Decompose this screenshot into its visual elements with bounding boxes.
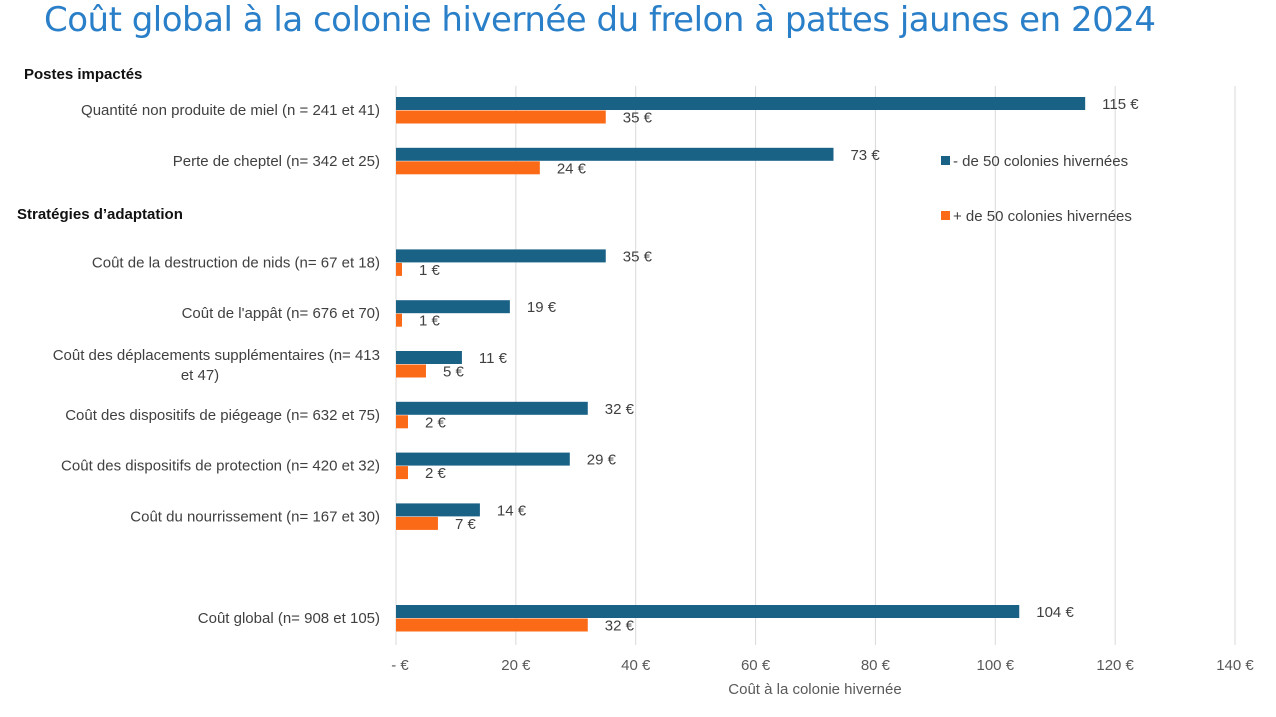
data-label: 14 € xyxy=(497,502,527,519)
category-label: Coût global (n= 908 et 105) xyxy=(198,610,380,627)
bar-under-50 xyxy=(396,97,1086,110)
legend-swatch xyxy=(941,156,950,165)
data-label: 35 € xyxy=(623,110,653,127)
category-label: Coût des dispositifs de protection (n= 4… xyxy=(61,458,380,475)
data-label: 2 € xyxy=(425,465,447,482)
bar-under-50 xyxy=(396,249,606,263)
category-label: Coût du nourrissement (n= 167 et 30) xyxy=(130,508,380,525)
data-label: 104 € xyxy=(1036,604,1074,621)
data-label: 73 € xyxy=(850,147,880,164)
category-label: Coût de l'appât (n= 676 et 70) xyxy=(182,305,380,322)
x-tick-label: 120 € xyxy=(1096,657,1134,674)
category-label: Perte de cheptel (n= 342 et 25) xyxy=(173,153,380,170)
section-heading: Stratégies d’adaptation xyxy=(17,206,183,223)
data-label: 35 € xyxy=(623,248,653,265)
bar-under-50 xyxy=(396,605,1020,618)
bar-over-50 xyxy=(396,466,408,480)
bar-over-50 xyxy=(396,262,402,276)
data-label: 7 € xyxy=(455,516,477,533)
data-label: 1 € xyxy=(419,262,441,279)
bar-over-50 xyxy=(396,364,426,378)
x-axis-label: Coût à la colonie hivernée xyxy=(728,681,901,698)
bar-under-50 xyxy=(396,401,588,415)
legend-label: + de 50 colonies hivernées xyxy=(953,208,1132,225)
bar-under-50 xyxy=(396,503,480,517)
bar-over-50 xyxy=(396,415,408,429)
data-label: 32 € xyxy=(605,401,635,418)
data-label: 32 € xyxy=(605,618,635,635)
bar-over-50 xyxy=(396,110,606,124)
data-label: 5 € xyxy=(443,364,465,381)
x-tick-label: 140 € xyxy=(1216,657,1254,674)
bar-over-50 xyxy=(396,516,438,530)
x-tick-label: 40 € xyxy=(621,657,651,674)
bar-under-50 xyxy=(396,147,834,161)
category-label: Quantité non produite de miel (n = 241 e… xyxy=(81,102,380,119)
legend-label: - de 50 colonies hivernées xyxy=(953,153,1128,170)
legend-swatch xyxy=(941,211,950,220)
bar-over-50 xyxy=(396,313,402,327)
x-tick-label: - € xyxy=(391,657,409,674)
bar-under-50 xyxy=(396,351,462,364)
data-label: 24 € xyxy=(557,160,587,177)
x-tick-label: 80 € xyxy=(861,657,891,674)
data-label: 1 € xyxy=(419,313,441,330)
bar-over-50 xyxy=(396,161,540,175)
data-label: 115 € xyxy=(1102,96,1139,113)
category-label: Coût des dispositifs de piégeage (n= 632… xyxy=(65,407,380,424)
category-label: Coût de la destruction de nids (n= 67 et… xyxy=(92,254,380,271)
data-label: 11 € xyxy=(479,350,508,367)
bar-over-50 xyxy=(396,618,588,632)
data-label: 29 € xyxy=(587,452,617,469)
bar-under-50 xyxy=(396,300,510,314)
category-label-cont: et 47) xyxy=(181,367,219,384)
chart-title: Coût global à la colonie hivernée du fre… xyxy=(44,0,1156,40)
category-label: Coût des déplacements supplémentaires (n… xyxy=(53,347,380,364)
x-tick-label: 60 € xyxy=(741,657,771,674)
data-label: 2 € xyxy=(425,414,447,431)
data-label: 19 € xyxy=(527,299,557,316)
bar-under-50 xyxy=(396,452,570,466)
section-heading: Postes impactés xyxy=(24,66,142,83)
x-tick-label: 100 € xyxy=(977,657,1015,674)
x-tick-label: 20 € xyxy=(501,657,531,674)
